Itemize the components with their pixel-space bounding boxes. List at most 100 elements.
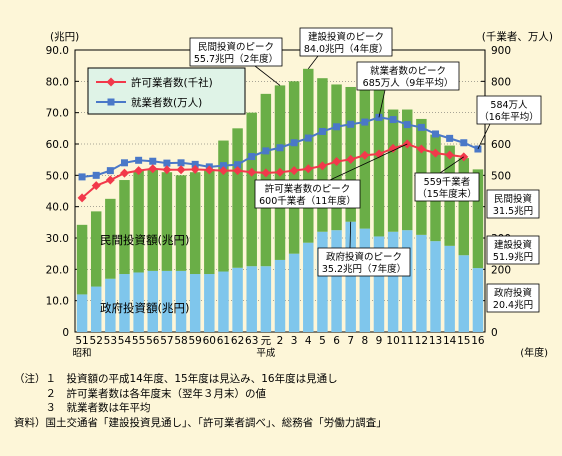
- left-tick-label: 90.0: [46, 45, 69, 57]
- x-tick-label: 55: [132, 335, 145, 347]
- x-tick-label: 7: [347, 335, 354, 347]
- annotation-leader: [439, 156, 465, 174]
- bar-private: [133, 170, 144, 273]
- bar-government: [232, 267, 243, 332]
- bar-government: [260, 266, 272, 332]
- x-tick-label: 9: [376, 335, 383, 347]
- annotation-text: 559千業者: [424, 176, 471, 188]
- annotation-text: （15年度末）: [417, 188, 477, 200]
- bar-government: [147, 270, 158, 332]
- legend-workers-label: 就業者数(万人): [131, 96, 202, 109]
- licensed-point: [388, 143, 398, 153]
- workers-point: [290, 139, 298, 147]
- bar-government: [444, 245, 455, 332]
- licensed-point: [148, 164, 158, 174]
- bar-private: [472, 169, 484, 269]
- workers-point: [333, 123, 341, 131]
- left-tick-label: 20.0: [46, 264, 69, 276]
- workers-point: [318, 127, 326, 135]
- workers-point: [106, 167, 114, 175]
- bar-government: [345, 221, 356, 332]
- annotation-text: 51.9兆円: [493, 252, 533, 263]
- annotation-leader: [254, 65, 281, 86]
- x-tick-label: 14: [443, 335, 457, 347]
- annotation-text: 許可業者数のピーク: [265, 183, 351, 195]
- note-1: （注）１ 投資額の平成14年度、15年度は見込み、16年度は見通し: [14, 373, 338, 385]
- bar-government: [288, 253, 300, 332]
- bar-private: [161, 172, 173, 271]
- licensed-point: [119, 168, 129, 178]
- right-tick-label: 200: [491, 264, 511, 276]
- licensed-point: [105, 175, 115, 185]
- workers-point: [191, 160, 199, 168]
- annotation-leader: [329, 143, 408, 181]
- x-tick-label: 62: [231, 335, 244, 347]
- x-tick-label: 57: [160, 335, 173, 347]
- licensed-point: [134, 166, 144, 176]
- bar-government: [133, 272, 144, 332]
- x-tick-label: 4: [305, 335, 312, 347]
- right-tick-label: 600: [491, 139, 511, 151]
- licensed-point: [332, 157, 342, 167]
- workers-point: [361, 118, 369, 126]
- licensed-point: [289, 166, 299, 176]
- licensed-point: [77, 193, 87, 203]
- x-tick-label: 3: [291, 335, 298, 347]
- workers-point: [460, 139, 468, 147]
- annotation-box: [486, 189, 540, 219]
- x-tick-label: 12: [415, 335, 428, 347]
- bar-government: [430, 241, 441, 332]
- bar-government: [359, 228, 371, 332]
- bar-government: [317, 231, 328, 332]
- workers-point: [92, 171, 100, 179]
- workers-point: [248, 153, 256, 161]
- bar-private: [402, 109, 413, 231]
- left-tick-label: 70.0: [46, 108, 69, 120]
- bar-private: [189, 172, 201, 275]
- licensed-point: [346, 154, 356, 164]
- annotation-text: 就業者数のピーク: [370, 65, 446, 77]
- licensed-point: [303, 164, 313, 174]
- x-tick-label: 61: [217, 335, 230, 347]
- bar-government: [373, 236, 385, 332]
- annotation-box: [356, 61, 460, 91]
- annotation-text: 600千業者（11年度）: [259, 195, 356, 207]
- annotation-text: 31.5兆円: [493, 206, 533, 217]
- bar-private: [218, 140, 229, 272]
- licensed-point: [204, 165, 214, 175]
- legend-workers-marker: [107, 98, 115, 106]
- bar-private: [232, 128, 243, 268]
- annotation-box: [476, 95, 542, 125]
- annotation-text: 政府投資: [494, 287, 532, 299]
- bar-government: [218, 271, 229, 332]
- licensed-line: [81, 142, 464, 199]
- workers-point: [135, 156, 143, 164]
- right-tick-label: 900: [491, 45, 511, 57]
- workers-point: [347, 120, 355, 128]
- licensed-point: [162, 165, 172, 175]
- x-tick-label: 53: [104, 335, 117, 347]
- licensed-point: [445, 150, 455, 160]
- licensed-point: [91, 181, 101, 191]
- x-tick-label: 60: [203, 335, 216, 347]
- annotation-text: 建設投資のピーク: [308, 31, 384, 43]
- bar-private: [76, 224, 88, 295]
- annotation-leader: [349, 221, 352, 249]
- x-tick-label: 2: [277, 335, 284, 347]
- x-tick-label: 58: [174, 335, 187, 347]
- annotation-text: （16年平均）: [479, 111, 539, 123]
- bar-government: [161, 270, 173, 332]
- bar-private: [175, 175, 187, 271]
- x-axis-unit: (年度): [520, 346, 548, 359]
- bar-private: [204, 169, 215, 275]
- workers-point: [276, 144, 284, 152]
- workers-point: [304, 134, 312, 142]
- bar-private: [90, 211, 102, 287]
- annotation-text: 35.2兆円（7年度）: [322, 263, 406, 275]
- bar-government: [303, 242, 314, 332]
- right-tick-label: 800: [491, 76, 511, 88]
- x-tick-label: 6: [333, 335, 340, 347]
- annotation-text: 685万人（9年平均）: [363, 77, 454, 89]
- licensed-point: [360, 150, 370, 160]
